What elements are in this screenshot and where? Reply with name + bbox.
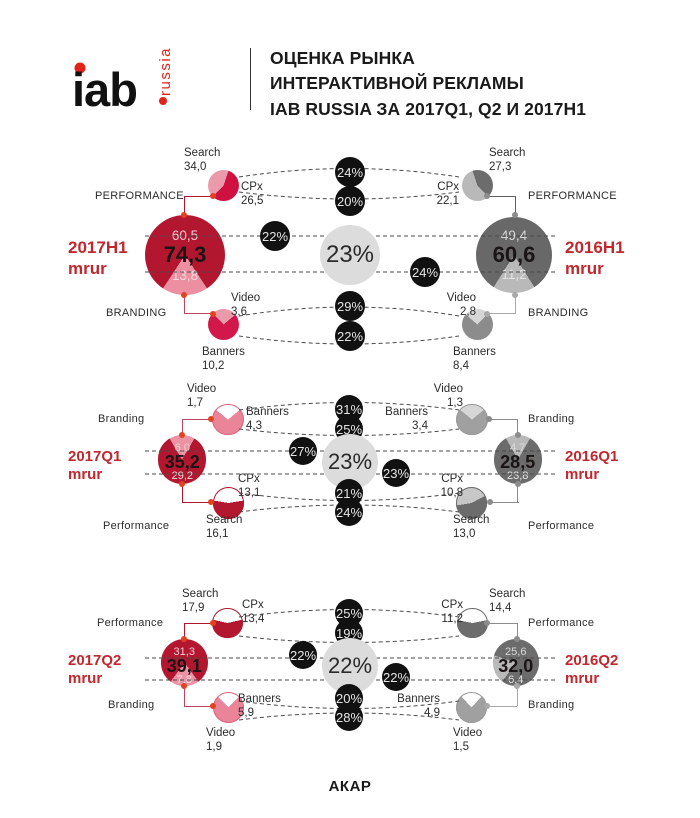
svg-text:russia: russia [157,48,174,96]
svg-text:iab: iab [72,63,137,113]
